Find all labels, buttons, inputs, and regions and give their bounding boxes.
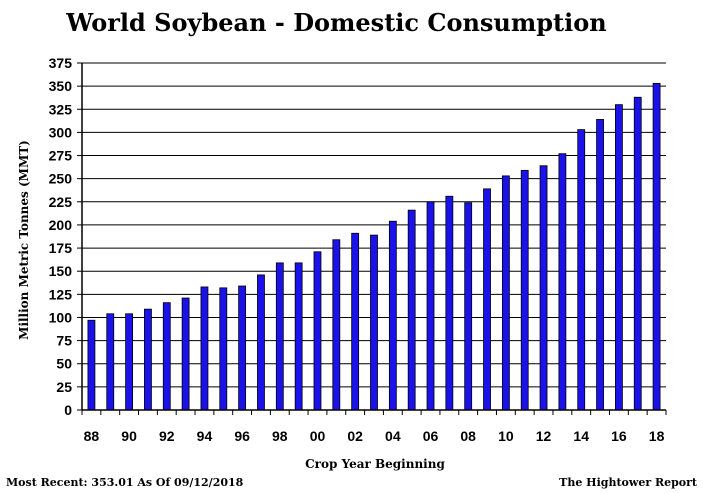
x-tick-label: 10 (498, 428, 514, 444)
x-tick-label: 96 (234, 428, 250, 444)
bar-01 (332, 239, 341, 411)
y-tick-labels: 0 25 50 75 100 125 150 175 200 225 250 275 300 325 350… (49, 55, 73, 418)
x-tick-label: 00 (310, 428, 326, 444)
x-tick-label: 92 (159, 428, 175, 444)
x-tick-label: 16 (611, 428, 627, 444)
bar-13 (558, 153, 567, 411)
y-tick-label: 225 (49, 194, 73, 210)
bar-00 (313, 251, 322, 411)
x-tick-label: 90 (121, 428, 137, 444)
y-tick-label: 100 (49, 309, 73, 325)
x-tick-label: 98 (272, 428, 288, 444)
y-tick-label: 300 (49, 124, 73, 140)
footer-most-recent: Most Recent: 353.01 As Of 09/12/2018 (6, 476, 244, 489)
x-tick-label: 08 (460, 428, 476, 444)
y-tick-label: 0 (64, 402, 72, 418)
x-tick-labels: 88 90 92 94 96 98 00 02 04 06 08 10 12 14 16 18 (84, 428, 665, 444)
bar-02 (351, 232, 360, 411)
bar-98 (275, 262, 284, 411)
y-tick-label: 250 (49, 171, 73, 187)
bar-09 (483, 188, 491, 411)
bar-07 (445, 195, 454, 411)
chart-title: World Soybean - Domestic Consumption (66, 8, 607, 37)
bar-94 (200, 286, 209, 411)
bar-92 (162, 302, 171, 411)
x-tick-label: 88 (84, 428, 100, 444)
y-tick-label: 325 (49, 101, 73, 117)
x-axis-label: Crop Year Beginning (305, 457, 445, 471)
bar-08 (464, 202, 473, 411)
bar-95 (219, 287, 228, 411)
x-tick-label: 12 (536, 428, 552, 444)
y-tick-label: 200 (49, 217, 73, 233)
bar-16 (615, 104, 623, 411)
x-tick-label: 14 (573, 428, 589, 444)
bar-17 (633, 96, 642, 411)
bar-97 (257, 274, 265, 411)
bar-89 (106, 313, 115, 411)
y-tick-label: 350 (49, 78, 73, 94)
bar-15 (596, 119, 604, 411)
bar-18 (652, 82, 661, 411)
y-tick-label: 275 (49, 148, 73, 164)
x-tick-label: 06 (423, 428, 439, 444)
grid-lines (82, 62, 666, 388)
bar-11 (520, 169, 529, 411)
y-tick-label: 25 (56, 379, 72, 395)
y-tick-label: 175 (49, 240, 73, 256)
bar-90 (125, 313, 133, 411)
bar-06 (426, 201, 435, 411)
y-tick-label: 50 (56, 356, 72, 372)
y-axis-label: Million Metric Tonnes (MMT) (17, 140, 31, 340)
bar-96 (238, 285, 247, 411)
bar-91 (144, 308, 152, 411)
x-tick-label: 04 (385, 428, 401, 444)
y-tick-label: 150 (49, 263, 73, 279)
bar-03 (370, 234, 378, 411)
y-tick-label: 125 (49, 286, 73, 302)
bar-14 (577, 129, 586, 411)
footer-source: The Hightower Report (559, 476, 697, 489)
y-tick-label: 75 (56, 333, 72, 349)
axes (77, 62, 667, 415)
x-tick-label: 94 (197, 428, 213, 444)
x-tick-label: 18 (649, 428, 665, 444)
x-tick-label: 02 (347, 428, 363, 444)
bar-93 (181, 297, 190, 411)
bar-10 (501, 175, 510, 411)
bar-88 (87, 319, 96, 411)
y-tick-label: 375 (49, 55, 73, 71)
bar-12 (539, 165, 548, 411)
bar-05 (407, 209, 416, 411)
bar-04 (388, 220, 397, 411)
bar-99 (294, 262, 303, 411)
